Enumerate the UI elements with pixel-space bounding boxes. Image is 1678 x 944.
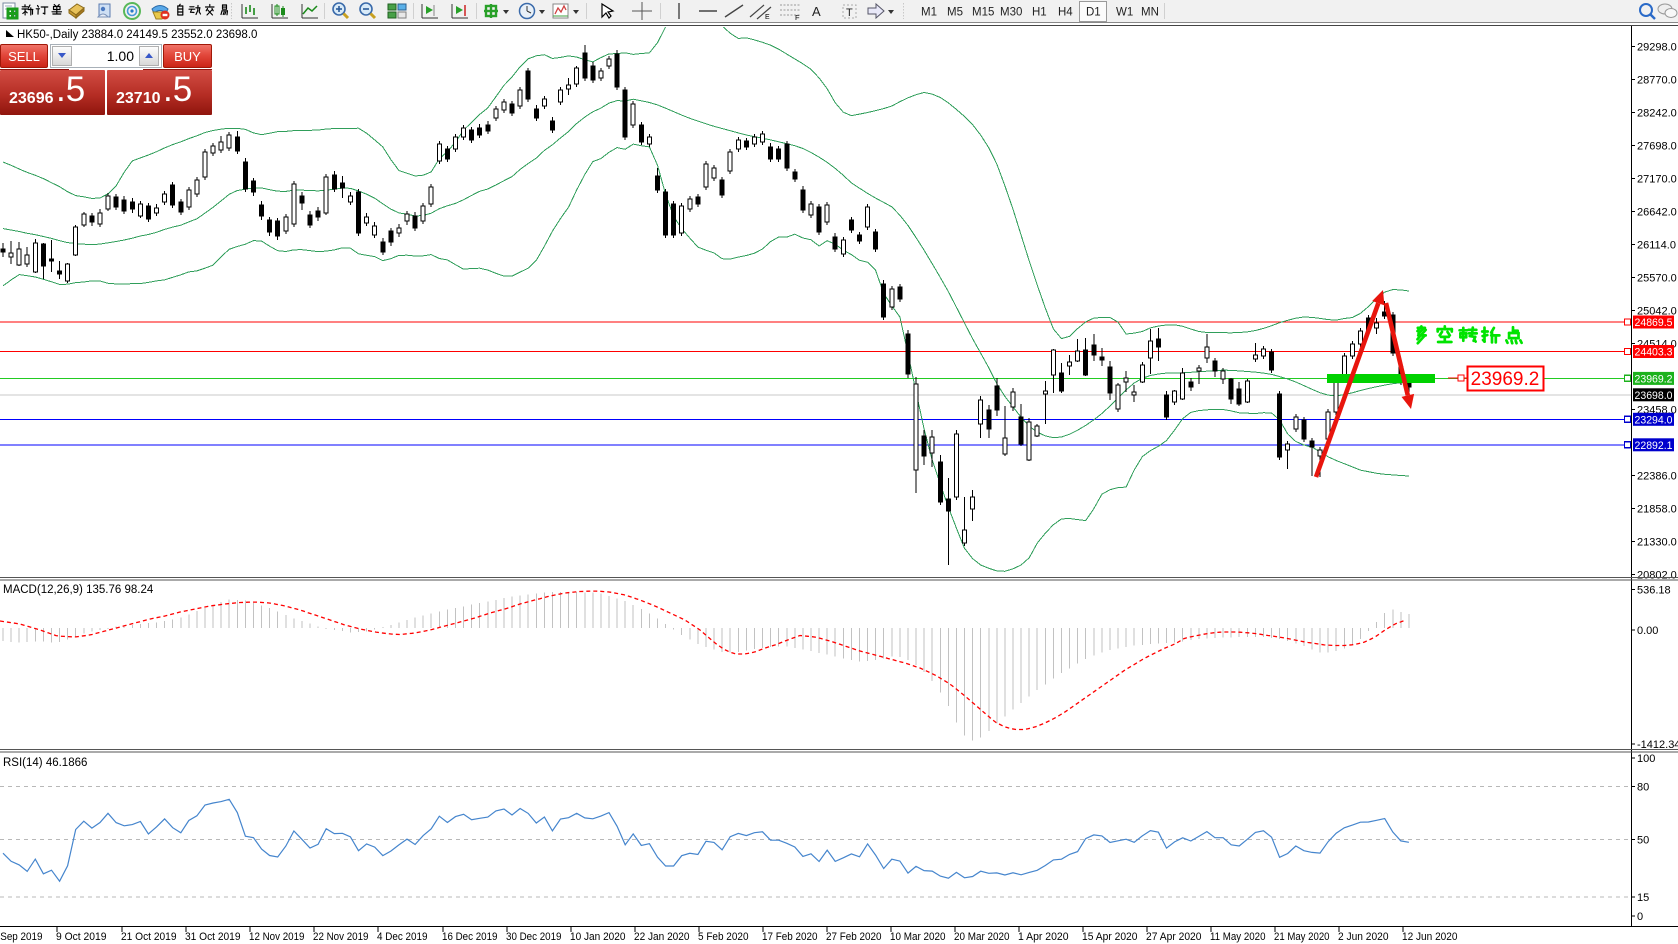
svg-text:25570.0: 25570.0 [1637,273,1677,285]
svg-text:11 May 2020: 11 May 2020 [1210,931,1266,943]
svg-text:12 Nov 2019: 12 Nov 2019 [249,931,305,943]
svg-text:536.18: 536.18 [1637,585,1671,597]
svg-text:H1: H1 [1032,7,1047,19]
svg-text:30 Dec 2019: 30 Dec 2019 [506,931,562,943]
svg-text:28770.0: 28770.0 [1637,75,1677,87]
svg-text:27170.0: 27170.0 [1637,174,1677,186]
svg-text:MACD(12,26,9) 135.76 98.24: MACD(12,26,9) 135.76 98.24 [3,584,154,596]
svg-text:E: E [765,14,770,21]
svg-text:0: 0 [1637,911,1643,923]
svg-text:21 Oct 2019: 21 Oct 2019 [121,931,177,943]
svg-text:T: T [846,7,853,19]
svg-text:-1412.34: -1412.34 [1637,739,1678,751]
svg-text:22 Jan 2020: 22 Jan 2020 [634,931,690,943]
svg-text:29298.0: 29298.0 [1637,42,1677,54]
svg-text:31 Oct 2019: 31 Oct 2019 [185,931,241,943]
svg-text:RSI(14) 46.1866: RSI(14) 46.1866 [3,757,87,769]
svg-text:5 Sep 2019: 5 Sep 2019 [0,931,43,943]
svg-text:12 Jun 2020: 12 Jun 2020 [1402,931,1458,943]
svg-text:24869.5: 24869.5 [1635,317,1673,329]
svg-text:F: F [795,13,800,22]
svg-text:21858.0: 21858.0 [1637,504,1677,516]
svg-text:22 Nov 2019: 22 Nov 2019 [313,931,369,943]
svg-text:15: 15 [1637,892,1649,904]
svg-text:100: 100 [1637,753,1655,765]
svg-text:22386.0: 22386.0 [1637,471,1677,483]
svg-text:80: 80 [1637,782,1649,794]
svg-text:MN: MN [1141,7,1159,19]
svg-text:23969.2: 23969.2 [1471,369,1540,390]
svg-text:W1: W1 [1116,7,1133,19]
svg-text:26114.0: 26114.0 [1637,240,1676,252]
svg-text:H4: H4 [1058,7,1073,19]
svg-text:50: 50 [1637,835,1649,847]
svg-text:D1: D1 [1086,7,1101,19]
svg-text:24403.3: 24403.3 [1635,347,1673,359]
svg-text:21330.0: 21330.0 [1637,537,1677,549]
svg-text:15 Apr 2020: 15 Apr 2020 [1082,931,1138,943]
svg-text:9 Oct 2019: 9 Oct 2019 [56,931,107,943]
svg-text:M1: M1 [921,7,937,19]
svg-text:5 Feb 2020: 5 Feb 2020 [698,931,749,943]
svg-text:2 Jun 2020: 2 Jun 2020 [1338,931,1389,943]
svg-text:16 Dec 2019: 16 Dec 2019 [442,931,498,943]
svg-text:27 Apr 2020: 27 Apr 2020 [1146,931,1202,943]
svg-text:26642.0: 26642.0 [1637,207,1677,219]
svg-text:1 Apr 2020: 1 Apr 2020 [1018,931,1069,943]
svg-text:0.00: 0.00 [1637,625,1658,637]
svg-text:M30: M30 [1000,7,1022,19]
svg-text:21 May 2020: 21 May 2020 [1274,931,1330,943]
svg-text:28242.0: 28242.0 [1637,108,1677,120]
svg-text:17 Feb 2020: 17 Feb 2020 [762,931,818,943]
svg-text:27 Feb 2020: 27 Feb 2020 [826,931,882,943]
svg-text:23969.2: 23969.2 [1635,373,1673,385]
svg-text:A: A [812,4,821,19]
svg-text:25042.0: 25042.0 [1637,306,1677,318]
svg-text:10 Mar 2020: 10 Mar 2020 [890,931,946,943]
svg-text:HK50-,Daily 23884.0 24149.5 2: HK50-,Daily 23884.0 24149.5 23552.0 2369… [17,29,257,41]
svg-text:22892.1: 22892.1 [1635,440,1673,452]
svg-text:20802.0: 20802.0 [1637,570,1677,582]
svg-text:23698.0: 23698.0 [1635,390,1673,402]
svg-text:23294.0: 23294.0 [1635,414,1673,426]
svg-text:M15: M15 [972,7,994,19]
svg-text:4 Dec 2019: 4 Dec 2019 [377,931,428,943]
svg-text:10 Jan 2020: 10 Jan 2020 [570,931,626,943]
svg-text:27698.0: 27698.0 [1637,141,1677,153]
svg-text:M5: M5 [947,7,963,19]
svg-text:20 Mar 2020: 20 Mar 2020 [954,931,1010,943]
